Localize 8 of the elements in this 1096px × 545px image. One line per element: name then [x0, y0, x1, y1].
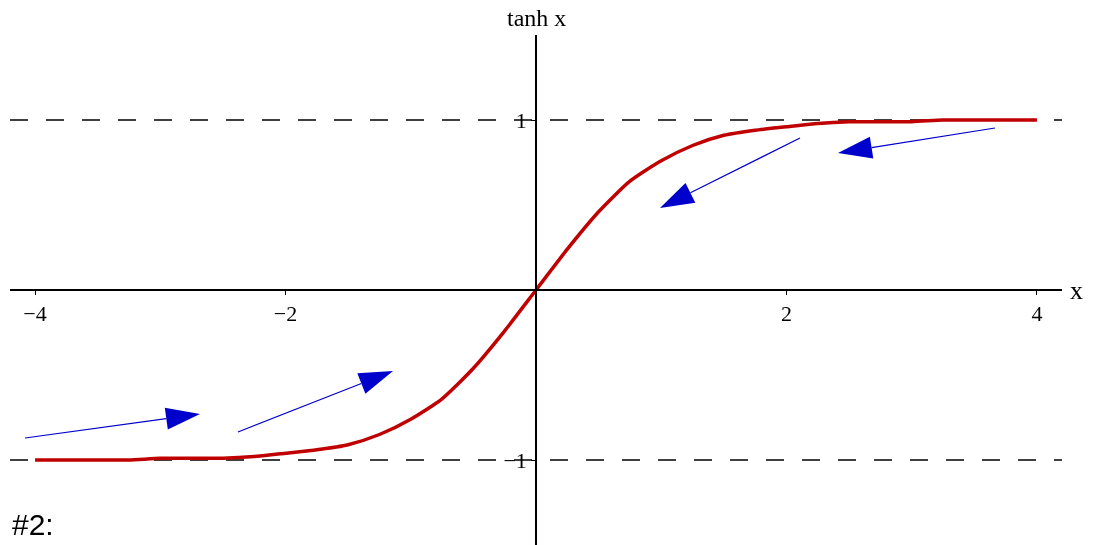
- x-tick-label: −2: [273, 301, 298, 327]
- x-tick-label: −4: [23, 301, 47, 327]
- x-tick-label: 2: [780, 301, 792, 327]
- x-tick-label: 4: [1031, 301, 1043, 327]
- annotation: #2:: [12, 508, 54, 541]
- x-axis-title: x: [1070, 276, 1083, 305]
- y-tick-label: −1: [503, 447, 527, 473]
- y-axis-title: tanh x: [507, 5, 567, 31]
